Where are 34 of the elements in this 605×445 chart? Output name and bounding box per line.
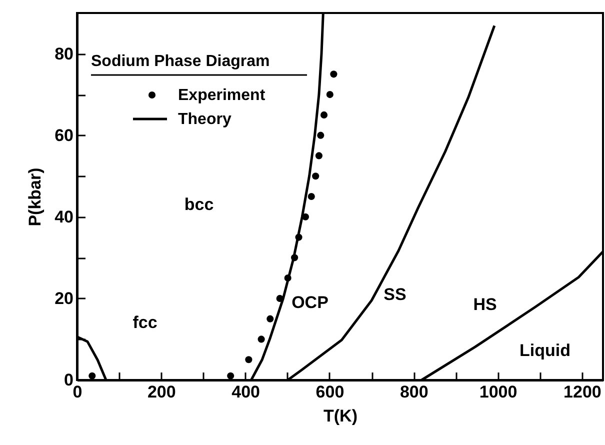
x-tick-label: 800	[400, 382, 428, 402]
legend-label: Theory	[178, 111, 232, 128]
point	[245, 356, 252, 364]
annotation: SS	[384, 285, 406, 304]
point	[317, 132, 324, 139]
point	[258, 336, 265, 343]
x-tick-label: 400	[232, 382, 260, 402]
legend-title: Sodium Phase Diagram	[91, 53, 270, 70]
point	[315, 152, 322, 160]
y-tick-label: 80	[54, 44, 74, 64]
point	[266, 315, 274, 322]
point	[227, 372, 234, 380]
x-tick-label: 600	[316, 382, 344, 402]
point	[320, 111, 328, 118]
y-axis-title: P(kbar)	[26, 168, 45, 226]
point	[330, 70, 338, 78]
annotation: fcc	[132, 313, 158, 332]
y-tick-label: 40	[54, 207, 74, 226]
point	[308, 192, 315, 200]
x-tick-label: 1200	[564, 382, 602, 402]
y-tick-label: 60	[54, 126, 74, 145]
x-tick-label: 1000	[479, 382, 518, 402]
annotation: HS	[473, 295, 497, 314]
point	[326, 91, 334, 98]
x-tick-label: 200	[147, 382, 176, 402]
point	[88, 372, 96, 380]
x-axis-title: T(K)	[324, 406, 358, 426]
annotation: Liquid	[520, 341, 570, 360]
point	[312, 172, 320, 180]
legend-label: Experiment	[178, 87, 266, 104]
y-tick-label: 20	[54, 288, 74, 308]
annotation: OCP	[292, 293, 328, 312]
y-tick-label: 0	[64, 370, 74, 390]
annotation: bcc	[184, 195, 214, 214]
